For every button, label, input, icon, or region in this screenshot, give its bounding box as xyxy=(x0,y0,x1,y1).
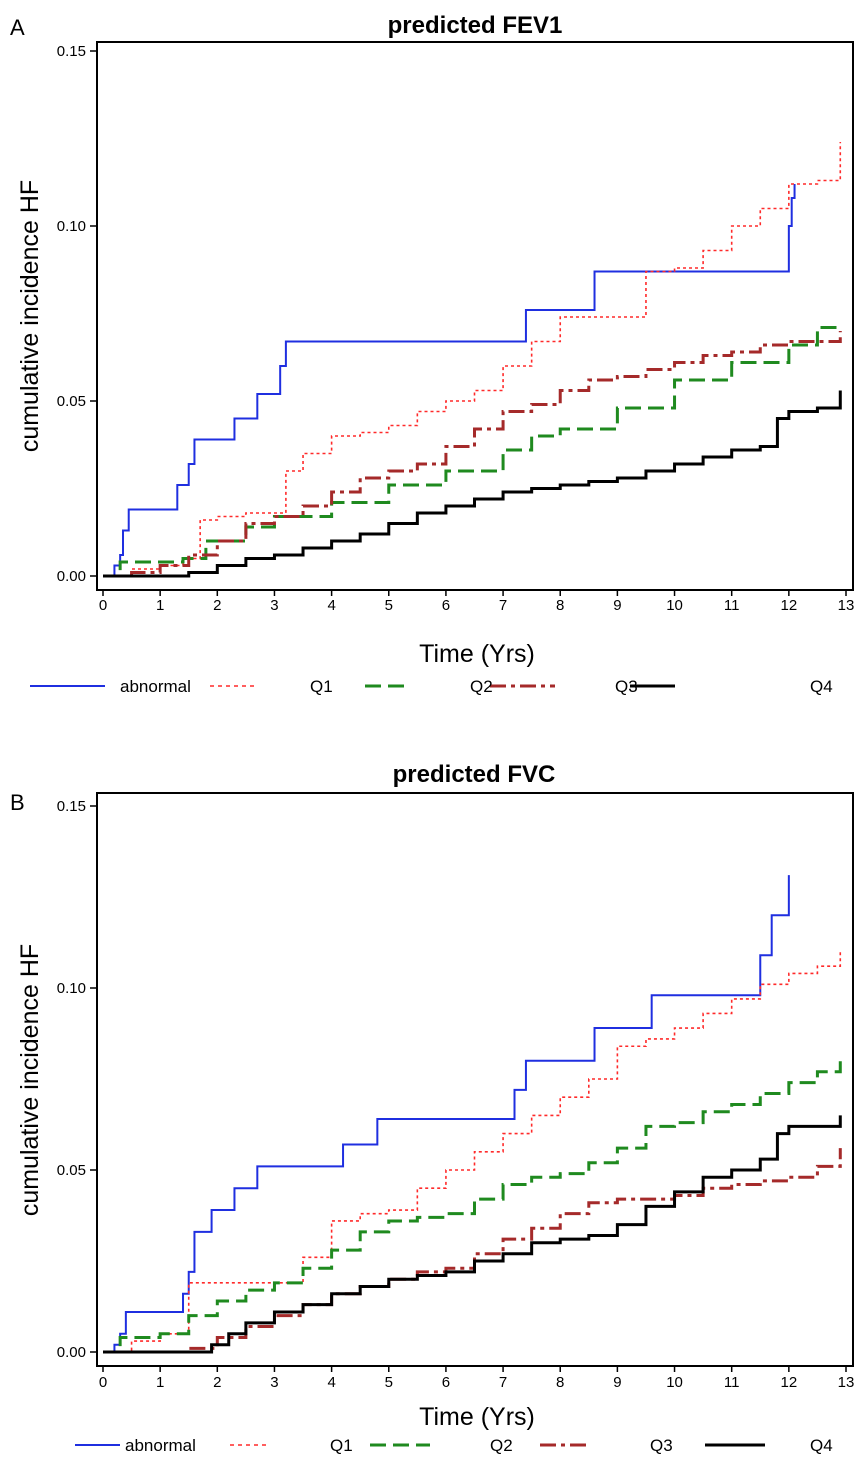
x-tick-label: 2 xyxy=(213,1374,221,1391)
plot-frame-b xyxy=(96,792,854,1367)
x-tick-label: 0 xyxy=(99,597,107,614)
series-line xyxy=(103,1060,842,1354)
y-axis-label-b: cumulative incidence HF xyxy=(16,944,44,1216)
x-tick-label: 5 xyxy=(385,1374,393,1391)
series-line xyxy=(103,1115,842,1354)
x-axis-label-a: Time (Yrs) xyxy=(419,640,535,668)
x-tick-label: 3 xyxy=(270,1374,278,1391)
legend-a: abnormal Q1 Q2 Q3 Q4 xyxy=(30,677,833,696)
legend-label: Q4 xyxy=(810,677,833,696)
legend-label: Q4 xyxy=(810,1436,833,1455)
x-tick-label: 13 xyxy=(838,1374,855,1391)
legend-label: Q1 xyxy=(310,677,333,696)
x-tick-label: 9 xyxy=(613,597,621,614)
plot-frame-a xyxy=(96,41,854,591)
legend-label: Q2 xyxy=(490,1436,513,1455)
y-axis-label-a: cumulative incidence HF xyxy=(16,180,44,452)
series-line xyxy=(103,142,842,577)
x-tick-label: 8 xyxy=(556,1374,564,1391)
x-tick-label: 7 xyxy=(499,597,507,614)
series-line xyxy=(103,951,842,1353)
x-tick-label: 3 xyxy=(270,597,278,614)
x-tick-label: 6 xyxy=(442,597,450,614)
y-tick-label: 0.10 xyxy=(57,980,86,997)
series-line xyxy=(103,326,841,578)
series-line xyxy=(103,331,842,578)
chart-title-fev1: predicted FEV1 xyxy=(388,12,563,39)
legend-label: abnormal xyxy=(125,1436,196,1455)
series-lines-a xyxy=(103,142,842,578)
series-line xyxy=(103,390,842,578)
y-tick-label: 0.15 xyxy=(57,798,86,815)
series-lines-b xyxy=(103,875,842,1354)
x-tick-label: 11 xyxy=(724,597,740,614)
legend-b: abnormal Q1 Q2 Q3 Q4 xyxy=(75,1436,833,1455)
series-line xyxy=(103,875,790,1353)
legend-label: abnormal xyxy=(120,677,191,696)
legend-label: Q3 xyxy=(615,677,638,696)
x-tick-label: 12 xyxy=(781,597,798,614)
x-tick-label: 1 xyxy=(156,597,164,614)
axis-ticks-b: 0 1 2 3 4 5 6 7 8 9 10 11 12 130.000.050.100.15 xyxy=(57,798,855,1391)
chart-title-fvc: predicted FVC xyxy=(393,761,556,788)
x-tick-label: 6 xyxy=(442,1374,450,1391)
y-tick-label: 0.15 xyxy=(57,43,86,60)
panel-b: B predicted FVC Time (Yrs) cumulative in… xyxy=(10,761,854,1455)
x-axis-label-b: Time (Yrs) xyxy=(419,1403,535,1431)
x-tick-label: 4 xyxy=(327,597,335,614)
x-tick-label: 9 xyxy=(613,1374,621,1391)
y-tick-label: 0.05 xyxy=(57,1162,86,1179)
x-tick-label: 4 xyxy=(327,1374,335,1391)
x-tick-label: 1 xyxy=(156,1374,164,1391)
y-tick-label: 0.00 xyxy=(57,568,86,585)
axis-ticks-a: 0 1 2 3 4 5 6 7 8 9 10 11 12 130.000.050.100.15 xyxy=(57,43,855,614)
x-tick-label: 11 xyxy=(724,1374,740,1391)
x-tick-label: 8 xyxy=(556,597,564,614)
panel-label-a: A xyxy=(10,15,25,40)
legend-label: Q3 xyxy=(650,1436,673,1455)
x-tick-label: 12 xyxy=(781,1374,798,1391)
y-tick-label: 0.10 xyxy=(57,218,86,235)
legend-label: Q1 xyxy=(330,1436,353,1455)
x-tick-label: 10 xyxy=(666,597,683,614)
x-tick-label: 5 xyxy=(385,597,393,614)
x-tick-label: 7 xyxy=(499,1374,507,1391)
legend-label: Q2 xyxy=(470,677,493,696)
x-tick-label: 13 xyxy=(838,597,855,614)
x-tick-label: 0 xyxy=(99,1374,107,1391)
y-tick-label: 0.05 xyxy=(57,393,86,410)
panel-a: A predicted FEV1 Time (Yrs) cumulative i… xyxy=(10,12,854,696)
y-tick-label: 0.00 xyxy=(57,1344,86,1361)
x-tick-label: 10 xyxy=(666,1374,683,1391)
x-tick-label: 2 xyxy=(213,597,221,614)
panel-label-b: B xyxy=(10,790,25,815)
